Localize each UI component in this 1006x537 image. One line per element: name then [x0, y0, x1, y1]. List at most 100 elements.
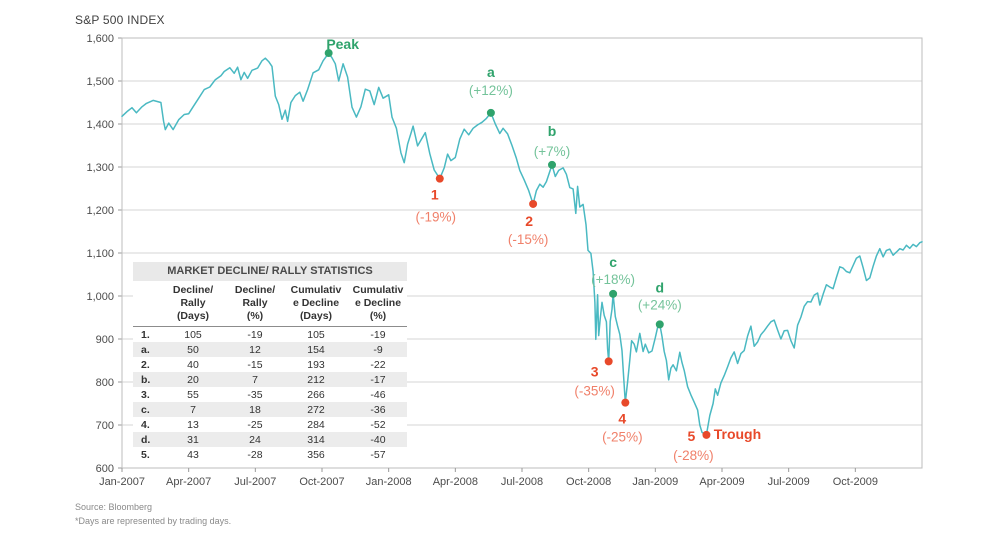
marker-dot-a: [486, 108, 495, 117]
column-header: Cumulativ e Decline (%): [349, 281, 407, 328]
stat-cell: -40: [370, 433, 386, 446]
y-tick-label: 1,200: [86, 205, 114, 217]
annotation-pct-a: (+12%): [469, 83, 513, 98]
x-tick-label: Oct-2007: [299, 476, 344, 488]
annotation-pct-d: (+24%): [638, 297, 682, 312]
row-label: 4.: [141, 418, 150, 431]
stat-cell: 13: [187, 418, 199, 431]
annotation-pct-4: (-25%): [602, 430, 643, 445]
annotation-label-c: c: [609, 254, 617, 270]
marker-dot-1: [435, 174, 444, 183]
stat-cell: 18: [249, 403, 261, 416]
x-tick-label: Jan-2008: [366, 476, 412, 488]
stats-row-d: d. 31 24 314 -40: [133, 432, 407, 448]
row-label: 1.: [141, 328, 150, 341]
stat-cell: 40: [187, 358, 199, 371]
stat-cell: -17: [370, 373, 386, 386]
stat-cell: 193: [307, 358, 325, 371]
marker-dot-peak: [324, 49, 333, 58]
row-label: 3.: [141, 388, 150, 401]
column-header: Decline/ Rally (Days): [159, 281, 227, 328]
y-tick-label: 1,500: [86, 76, 114, 88]
stat-cell: -19: [247, 328, 263, 341]
y-tick-label: 800: [96, 377, 114, 389]
stats-row-5: 5. 43 -28 356 -57: [133, 447, 407, 462]
stat-cell: 154: [307, 343, 325, 356]
annotation-pct-3: (-35%): [574, 383, 615, 398]
row-label: b.: [141, 373, 151, 386]
x-tick-label: Jul-2008: [501, 476, 543, 488]
x-tick-label: Apr-2009: [699, 476, 744, 488]
y-tick-label: 700: [96, 420, 114, 432]
source-note: Source: Bloomberg: [75, 502, 153, 512]
stat-cell: 55: [187, 388, 199, 401]
annotation-pct-2: (-15%): [508, 232, 549, 247]
annotation-label-4: 4: [618, 411, 626, 427]
stats-row-c: c. 7 18 272 -36: [133, 402, 407, 418]
stat-cell: 7: [252, 373, 258, 386]
annotation-label-a: a: [487, 64, 495, 80]
x-tick-label: Jul-2009: [768, 476, 810, 488]
market-stats-table: MARKET DECLINE/ RALLY STATISTICS Decline…: [133, 262, 407, 463]
x-tick-label: Oct-2008: [566, 476, 611, 488]
stat-cell: -52: [370, 418, 386, 431]
annotation-label-2: 2: [525, 213, 533, 229]
stat-cell: -36: [370, 403, 386, 416]
stat-cell: 266: [307, 388, 325, 401]
column-header: [133, 281, 159, 328]
stat-cell: 43: [187, 448, 199, 461]
marker-dot-b: [548, 160, 556, 169]
stat-cell: 7: [190, 403, 196, 416]
stat-cell: 212: [307, 373, 325, 386]
column-header: Cumulativ e Decline (Days): [283, 281, 349, 328]
y-tick-label: 1,300: [86, 162, 114, 174]
marker-dot-3: [604, 357, 613, 366]
marker-dot-2: [529, 199, 538, 208]
annotation-label-3: 3: [591, 363, 599, 379]
annotation-label-d: d: [655, 279, 664, 295]
row-label: c.: [141, 403, 150, 416]
x-tick-label: Jul-2007: [234, 476, 276, 488]
stat-cell: 105: [184, 328, 202, 341]
stats-row-3: 3. 55 -35 266 -46: [133, 387, 407, 402]
stat-cell: 24: [249, 433, 261, 446]
annotation-label-b: b: [548, 123, 557, 139]
stats-table: Decline/ Rally (Days) Decline/ Rally (%) C…: [133, 281, 407, 462]
stat-cell: -28: [247, 448, 263, 461]
annotation-pct-c: (+18%): [591, 272, 635, 287]
marker-dot-5: [702, 430, 711, 439]
chart-title: S&P 500 INDEX: [75, 13, 165, 27]
y-tick-label: 1,100: [86, 248, 114, 260]
stats-row-1: 1. 105 -19 105 -19: [133, 327, 407, 343]
annotation-label-1: 1: [431, 187, 439, 203]
stat-cell: 50: [187, 343, 199, 356]
stat-cell: 284: [307, 418, 325, 431]
stats-row-2: 2. 40 -15 193 -22: [133, 357, 407, 372]
trading-days-note: *Days are represented by trading days.: [75, 516, 232, 526]
x-tick-label: Oct-2009: [833, 476, 878, 488]
marker-dot-d: [655, 320, 664, 329]
annotation-pct-b: (+7%): [534, 144, 570, 159]
column-header: Decline/ Rally (%): [227, 281, 283, 328]
y-tick-label: 600: [96, 463, 114, 475]
sp500-series-line: [121, 52, 923, 436]
stat-cell: 12: [249, 343, 261, 356]
stat-cell: -15: [247, 358, 263, 371]
annotation-label-peak: Peak: [326, 36, 359, 52]
stat-cell: -57: [370, 448, 386, 461]
stat-cell: -22: [370, 358, 386, 371]
stat-cell: 314: [307, 433, 325, 446]
y-tick-label: 1,600: [86, 33, 114, 45]
stat-cell: -19: [370, 328, 386, 341]
y-tick-label: 900: [96, 334, 114, 346]
row-label: 5.: [141, 448, 150, 461]
x-tick-label: Jan-2009: [632, 476, 678, 488]
x-tick-label: Apr-2007: [166, 476, 211, 488]
row-label: a.: [141, 343, 150, 356]
x-tick-label: Apr-2008: [433, 476, 478, 488]
stat-cell: 272: [307, 403, 325, 416]
stat-cell: 356: [307, 448, 325, 461]
stat-cell: -46: [370, 388, 386, 401]
